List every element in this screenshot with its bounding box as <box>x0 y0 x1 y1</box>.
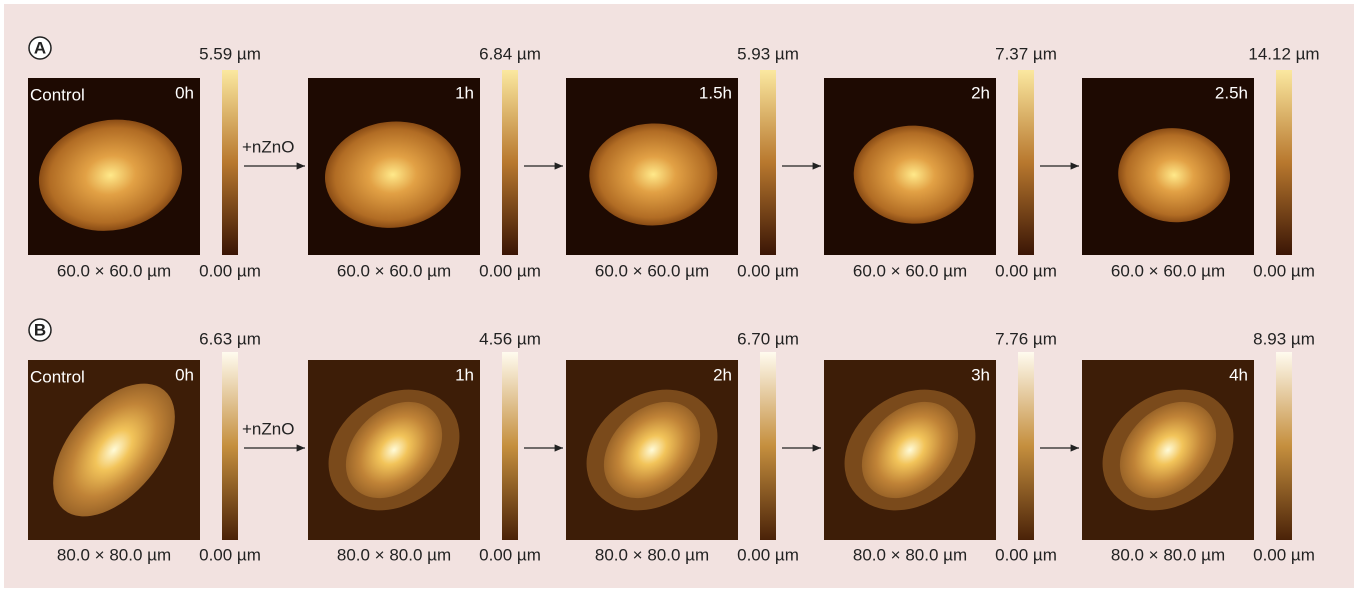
time-label: 2h <box>971 83 990 102</box>
colorbar-max: 6.63 µm <box>199 329 261 348</box>
time-label: 1h <box>455 365 474 384</box>
treatment-label: +nZnO <box>242 419 294 438</box>
colorbar-min: 0.00 µm <box>479 545 541 564</box>
panel-label: B <box>34 320 46 339</box>
control-label: Control <box>30 85 85 104</box>
colorbar <box>1018 352 1034 540</box>
scan-size: 60.0 × 60.0 µm <box>853 261 967 280</box>
colorbar <box>760 352 776 540</box>
colorbar-min: 0.00 µm <box>1253 545 1315 564</box>
scan-size: 80.0 × 80.0 µm <box>595 545 709 564</box>
colorbar <box>502 70 518 255</box>
colorbar-min: 0.00 µm <box>1253 261 1315 280</box>
scan-size: 80.0 × 80.0 µm <box>57 545 171 564</box>
treatment-label: +nZnO <box>242 137 294 156</box>
colorbar-min: 0.00 µm <box>737 545 799 564</box>
colorbar <box>1018 70 1034 255</box>
scan-size: 60.0 × 60.0 µm <box>337 261 451 280</box>
colorbar-min: 0.00 µm <box>995 545 1057 564</box>
colorbar <box>502 352 518 540</box>
colorbar-min: 0.00 µm <box>199 261 261 280</box>
scan-size: 60.0 × 60.0 µm <box>595 261 709 280</box>
colorbar-max: 5.59 µm <box>199 44 261 63</box>
scan-size: 60.0 × 60.0 µm <box>57 261 171 280</box>
scan-size: 60.0 × 60.0 µm <box>1111 261 1225 280</box>
time-label: 3h <box>971 365 990 384</box>
figure: A 0h Control 5.59 µm 0.00 µm 60.0 × 60.0 µm +n… <box>0 0 1358 592</box>
colorbar <box>760 70 776 255</box>
colorbar-min: 0.00 µm <box>479 261 541 280</box>
colorbar-max: 7.37 µm <box>995 44 1057 63</box>
time-label: 0h <box>175 365 194 384</box>
time-label: 1h <box>455 83 474 102</box>
time-label: 2h <box>713 365 732 384</box>
colorbar-max: 4.56 µm <box>479 329 541 348</box>
colorbar-min: 0.00 µm <box>199 545 261 564</box>
control-label: Control <box>30 367 85 386</box>
colorbar-min: 0.00 µm <box>995 261 1057 280</box>
colorbar <box>222 70 238 255</box>
panel-label: A <box>34 38 46 57</box>
colorbar-max: 5.93 µm <box>737 44 799 63</box>
scan-size: 80.0 × 80.0 µm <box>1111 545 1225 564</box>
colorbar-max: 14.12 µm <box>1248 44 1319 63</box>
colorbar-max: 7.76 µm <box>995 329 1057 348</box>
time-label: 4h <box>1229 365 1248 384</box>
colorbar <box>1276 70 1292 255</box>
colorbar-max: 8.93 µm <box>1253 329 1315 348</box>
scan-size: 80.0 × 80.0 µm <box>853 545 967 564</box>
colorbar-min: 0.00 µm <box>737 261 799 280</box>
colorbar-max: 6.84 µm <box>479 44 541 63</box>
colorbar-max: 6.70 µm <box>737 329 799 348</box>
time-label: 2.5h <box>1215 83 1248 102</box>
colorbar <box>222 352 238 540</box>
time-label: 0h <box>175 83 194 102</box>
scan-size: 80.0 × 80.0 µm <box>337 545 451 564</box>
colorbar <box>1276 352 1292 540</box>
time-label: 1.5h <box>699 83 732 102</box>
